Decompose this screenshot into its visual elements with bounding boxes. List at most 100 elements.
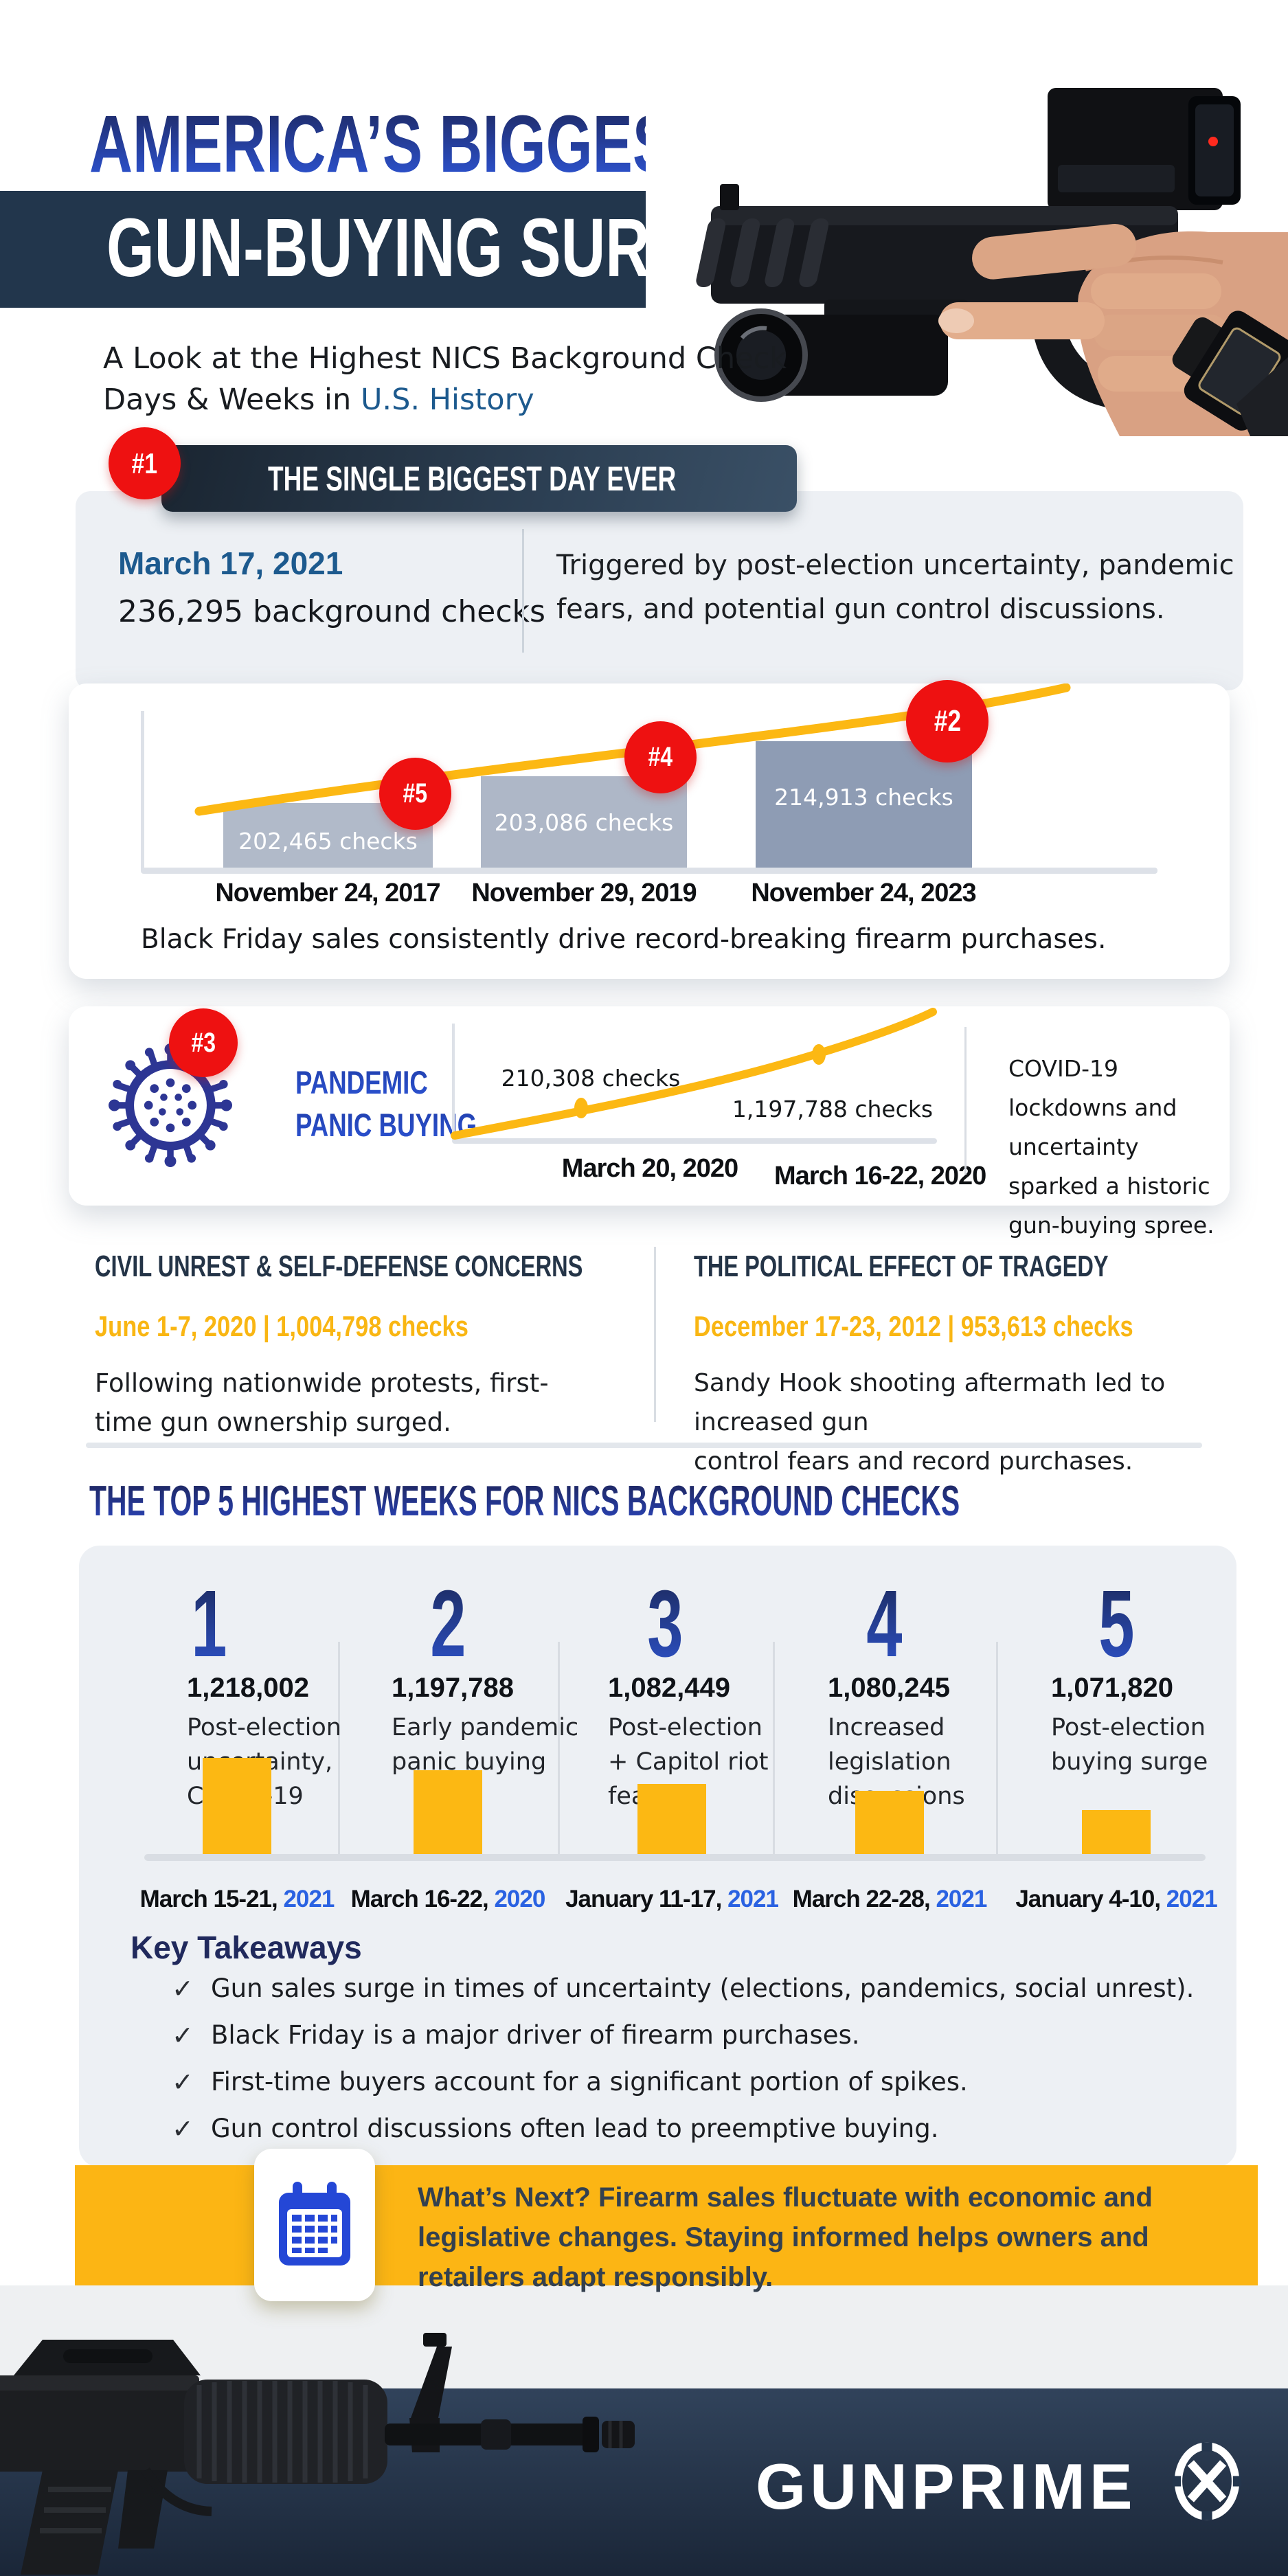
top5-baseline: [144, 1854, 1206, 1861]
takeaway-item-1: Gun sales surge in times of uncertainty …: [211, 1974, 1195, 2003]
pandemic-point2-date: March 16-22, 2020: [774, 1162, 986, 1190]
calendar-icon-card: [254, 2149, 375, 2301]
top5-divider-2: [558, 1642, 560, 1855]
takeaway-item-4: Gun control discussions often lead to pr…: [211, 2114, 939, 2143]
rank-badge-4: #4: [624, 721, 697, 793]
pandemic-y-axis: [452, 1024, 455, 1140]
bf-y-axis: [141, 711, 144, 870]
event1-title: CIVIL UNREST & SELF-DEFENSE CONCERNS: [95, 1250, 583, 1283]
single-day-banner: THE SINGLE BIGGEST DAY EVER: [161, 445, 797, 512]
footer-gray-strip: [0, 2285, 1288, 2388]
top5-date-4: March 22-28, 2021: [792, 1886, 988, 1912]
top5-bar-4: [855, 1791, 924, 1854]
top5-bar-1: [203, 1758, 271, 1854]
single-day-banner-label: THE SINGLE BIGGEST DAY EVER: [268, 459, 677, 498]
calendar-icon: [279, 2182, 350, 2266]
top5-divider-1: [338, 1642, 340, 1855]
top5-date-1: March 15-21, 2021: [139, 1886, 335, 1912]
pistol-illustration-icon: [646, 0, 1288, 447]
brand-wordmark: GUNPRIME: [756, 2450, 1137, 2522]
top5-date-5: January 4-10, 2021: [1015, 1886, 1217, 1912]
pandemic-title: PANDEMIC PANIC BUYING: [295, 1061, 528, 1146]
subtitle-link[interactable]: U.S. History: [360, 383, 534, 417]
top5-rank-2: 2: [429, 1571, 466, 1677]
black-friday-card: 202,465 checks 203,086 checks 214,913 ch…: [69, 680, 1230, 979]
events-divider: [654, 1247, 656, 1422]
top5-card: 1 2 3 4 5 1,218,002 1,197,788 1,082,449 …: [79, 1546, 1236, 2167]
rank-badge-3: #3: [169, 1008, 238, 1077]
brand-logo-icon: [1172, 2442, 1242, 2520]
event1-highlight: June 1-7, 2020 | 1,004,798 checks: [95, 1310, 468, 1342]
check-icon: ✓: [172, 2067, 194, 2097]
top5-divider-4: [996, 1642, 998, 1855]
subtitle-line2: Days & Weeks in U.S. History: [103, 379, 787, 420]
bf-bar-2019-value: 203,086 checks: [494, 809, 674, 836]
top5-value-4: 1,080,245: [828, 1673, 950, 1703]
pandemic-divider: [964, 1027, 967, 1175]
pandemic-baseline: [452, 1138, 937, 1144]
bf-bar-2023: 214,913 checks: [756, 741, 972, 868]
pandemic-point2-label: 1,197,788 checks: [732, 1096, 934, 1122]
check-icon: ✓: [172, 2020, 194, 2050]
single-day-date: March 17, 2021: [118, 545, 343, 581]
subtitle-line2-prefix: Days & Weeks in: [103, 383, 361, 417]
whats-next-text: What’s Next? Firearm sales fluctuate wit…: [418, 2182, 1153, 2292]
top5-bar-5: [1082, 1810, 1151, 1854]
top5-date-3: January 11-17, 2021: [565, 1886, 779, 1912]
bf-caption: Black Friday sales consistently drive re…: [141, 924, 1107, 955]
top5-rank-3: 3: [646, 1571, 683, 1677]
single-day-divider: [522, 529, 524, 653]
pandemic-title-line1: PANDEMIC: [295, 1061, 428, 1103]
top5-value-1: 1,218,002: [187, 1673, 309, 1703]
pistol-photo: [646, 0, 1288, 447]
rank-badge-2: #2: [906, 680, 988, 762]
takeaway-item-2: Black Friday is a major driver of firear…: [211, 2020, 860, 2050]
rank-badge-1: #1: [109, 427, 181, 499]
event2-title: THE POLITICAL EFFECT OF TRAGEDY: [694, 1250, 1109, 1283]
event-tragedy: THE POLITICAL EFFECT OF TRAGEDY December…: [694, 1249, 1288, 1481]
top5-desc-2: Early pandemic panic buying: [392, 1714, 579, 1776]
check-icon: ✓: [172, 1974, 194, 2004]
event2-body: Sandy Hook shooting aftermath led to inc…: [694, 1369, 1166, 1476]
top5-date-2: March 16-22, 2020: [350, 1886, 546, 1912]
takeaway-item-3: First-time buyers account for a signific…: [211, 2067, 968, 2097]
bf-date-2023: November 24, 2023: [751, 879, 976, 907]
top5-rank-5: 5: [1098, 1571, 1135, 1677]
top5-rank-1: 1: [190, 1571, 227, 1677]
rank-badge-5: #5: [379, 758, 451, 830]
pandemic-card: #3 PANDEMIC PANIC BUYING 210,308 checks …: [69, 1006, 1230, 1239]
pandemic-point1-date: March 20, 2020: [561, 1154, 738, 1183]
events-rule: [86, 1443, 1202, 1448]
bf-bar-2023-value: 214,913 checks: [774, 784, 953, 811]
top5-bar-3: [637, 1784, 706, 1854]
top5-desc-3: Post-election + Capitol riot fears: [608, 1714, 769, 1810]
top5-value-5: 1,071,820: [1051, 1673, 1173, 1703]
top5-rank-4: 4: [866, 1571, 903, 1677]
takeaways-title: Key Takeaways: [131, 1930, 362, 1965]
bf-bar-2017-value: 202,465 checks: [238, 828, 418, 855]
top5-value-3: 1,082,449: [608, 1673, 730, 1703]
top5-divider-3: [773, 1642, 775, 1855]
page-title: AMERICA’S BIGGEST: [89, 103, 927, 185]
pandemic-line-icon: [451, 1008, 937, 1140]
event1-body: Following nationwide protests, first- ti…: [95, 1368, 549, 1437]
title-line1: AMERICA’S BIGGEST: [89, 99, 710, 190]
bf-date-2017: November 24, 2017: [215, 879, 440, 907]
pandemic-point1-label: 210,308 checks: [501, 1065, 681, 1092]
subtitle-line1: A Look at the Highest NICS Background Ch…: [103, 341, 787, 376]
single-day-card: March 17, 2021 236,295 background checks…: [76, 491, 1243, 690]
top5-bar-2: [414, 1770, 482, 1854]
top5-desc-5: Post-election buying surge: [1051, 1714, 1208, 1776]
bf-baseline: [141, 868, 1157, 874]
top5-title: THE TOP 5 HIGHEST WEEKS FOR NICS BACKGRO…: [89, 1478, 960, 1525]
bf-date-2019: November 29, 2019: [471, 879, 697, 907]
single-day-desc: Triggered by post-election uncertainty, …: [556, 550, 1234, 625]
check-icon: ✓: [172, 2114, 194, 2144]
pandemic-title-line2: PANIC BUYING: [295, 1104, 477, 1146]
single-day-stat: 236,295 background checks: [118, 594, 545, 629]
event-civil-unrest: CIVIL UNREST & SELF-DEFENSE CONCERNS Jun…: [95, 1249, 754, 1442]
top5-value-2: 1,197,788: [392, 1673, 514, 1703]
virus-icon: [109, 1043, 232, 1167]
rifle-illustration-icon: [0, 2333, 635, 2575]
